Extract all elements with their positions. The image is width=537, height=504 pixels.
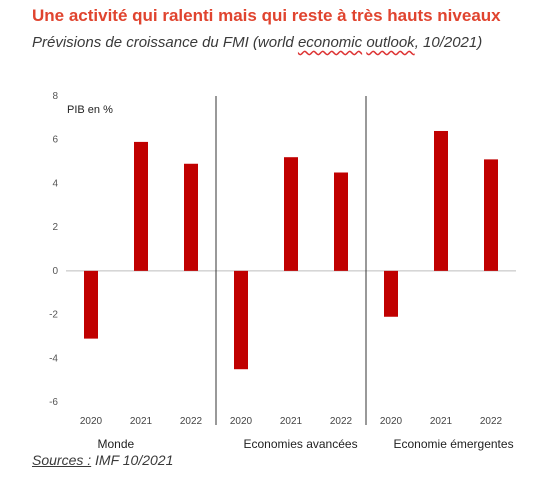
- x-tick-label: 2020: [80, 416, 103, 427]
- bar: [134, 141, 148, 271]
- bar: [84, 270, 98, 339]
- chart-subtitle: Prévisions de croissance du FMI (world e…: [32, 34, 482, 51]
- source-note: Sources : IMF 10/2021: [32, 452, 173, 468]
- y-tick-label: -6: [49, 397, 58, 408]
- subtitle-text-end: , 10/2021): [414, 34, 483, 51]
- source-label: Sources :: [32, 452, 92, 468]
- bar: [334, 172, 348, 271]
- x-tick-label: 2022: [180, 416, 203, 427]
- group-label: Economies avancées: [244, 437, 358, 451]
- chart-title: Une activité qui ralenti mais qui reste …: [32, 6, 501, 25]
- subtitle-text-economic: economic: [297, 34, 363, 51]
- source-text: IMF 10/2021: [91, 452, 174, 468]
- subtitle-text-outlook: outlook: [366, 34, 415, 51]
- x-tick-label: 2020: [380, 416, 403, 427]
- x-tick-label: 2021: [430, 416, 453, 427]
- y-tick-label: -4: [49, 353, 58, 364]
- x-axis-labels: 2020 2021 2022 Monde 2020 2021 2022 Economies a…: [80, 416, 514, 451]
- bar: [234, 270, 248, 370]
- y-tick-label: -2: [49, 310, 58, 321]
- y-tick-label: 8: [52, 91, 58, 102]
- group-label: Monde: [98, 437, 135, 451]
- y-tick-label: 0: [52, 266, 58, 277]
- y-tick-label: 2: [52, 222, 58, 233]
- group-label: Economie émergentes: [394, 437, 514, 451]
- x-tick-label: 2022: [480, 416, 503, 427]
- bar: [184, 163, 198, 271]
- x-tick-label: 2022: [330, 416, 353, 427]
- bar: [384, 270, 398, 317]
- bar: [434, 130, 448, 271]
- bar: [484, 159, 498, 271]
- y-axis-unit-label: PIB en %: [67, 104, 113, 116]
- y-tick-label: 6: [52, 135, 58, 146]
- x-tick-label: 2020: [230, 416, 253, 427]
- x-tick-label: 2021: [280, 416, 303, 427]
- bars: [84, 130, 498, 370]
- x-tick-label: 2021: [130, 416, 153, 427]
- group-separators: [215, 96, 367, 425]
- y-tick-label: 4: [52, 178, 58, 189]
- bar: [284, 157, 298, 271]
- subtitle-text-start: Prévisions de croissance du FMI (world: [32, 34, 298, 51]
